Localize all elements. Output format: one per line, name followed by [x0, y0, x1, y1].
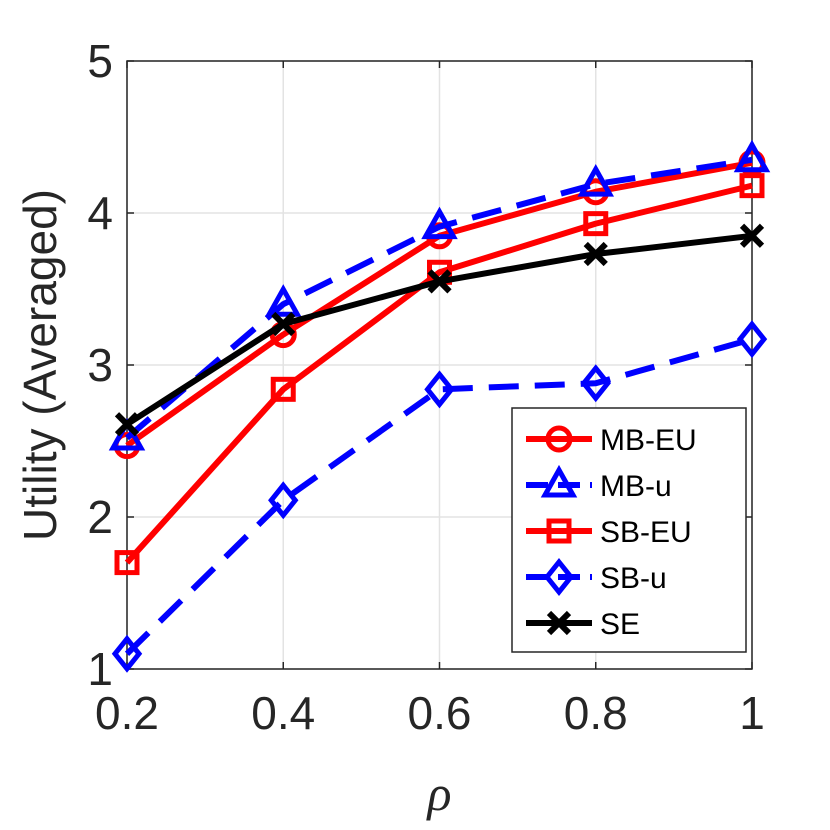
data-point-se	[427, 269, 452, 294]
legend-marker-sb-u	[543, 557, 575, 597]
y-axis-title: Utility (Averaged)	[14, 189, 66, 541]
series-sb-u	[111, 320, 768, 673]
x-tick-label: 0.6	[408, 687, 472, 739]
data-point-se	[114, 412, 140, 437]
data-series	[108, 139, 771, 673]
data-point-sb-eu	[739, 173, 765, 199]
x-tick-label: 0.4	[251, 687, 315, 739]
legend-marker-mb-eu	[545, 425, 573, 453]
axis-ticks: 0.2 0.4 0.6 0.8 1 1 2 3 4 5	[87, 35, 764, 739]
x-axis-title: ρ	[426, 765, 452, 821]
data-point-sb-eu	[583, 211, 609, 237]
x-tick-label: 1	[739, 687, 765, 739]
legend: MB-EU MB-u SB-EU SB-u SE	[511, 407, 747, 653]
series-line-sb-u	[124, 336, 753, 656]
data-point-se	[583, 241, 608, 267]
y-tick-label: 5	[87, 35, 113, 87]
data-point-sb-u	[424, 370, 455, 409]
x-tick-label: 0.8	[564, 687, 628, 739]
legend-marker-sb-eu	[546, 518, 572, 544]
data-point-sb-u	[580, 364, 611, 403]
data-point-sb-eu	[270, 376, 296, 402]
data-point-se	[739, 223, 765, 248]
series-line-mb-u	[125, 156, 753, 441]
x-tick-label: 0.2	[95, 687, 159, 739]
data-point-sb-u	[736, 320, 768, 359]
data-point-sb-u	[111, 634, 143, 673]
y-tick-label: 3	[87, 339, 113, 391]
legend-label-mb-eu: MB-EU	[600, 424, 697, 457]
legend-label-mb-u: MB-u	[600, 470, 672, 503]
series-se	[114, 223, 765, 437]
data-point-sb-eu	[114, 550, 140, 576]
legend-label-sb-eu: SB-EU	[600, 516, 692, 549]
data-point-mb-u	[577, 164, 615, 197]
legend-label-se: SE	[600, 608, 640, 641]
data-point-mb-u	[264, 284, 302, 317]
data-point-sb-u	[268, 481, 299, 520]
legend-marker-mb-u	[540, 464, 578, 498]
legend-label-sb-u: SB-u	[600, 562, 667, 595]
data-point-mb-u	[421, 206, 458, 240]
y-tick-label: 4	[87, 187, 113, 239]
legend-marker-se	[546, 610, 572, 636]
series-line-sb-eu	[124, 182, 753, 565]
data-point-mb-u	[733, 139, 771, 173]
y-tick-label: 1	[87, 643, 113, 695]
data-point-se	[271, 311, 296, 337]
y-tick-label: 2	[87, 491, 113, 543]
